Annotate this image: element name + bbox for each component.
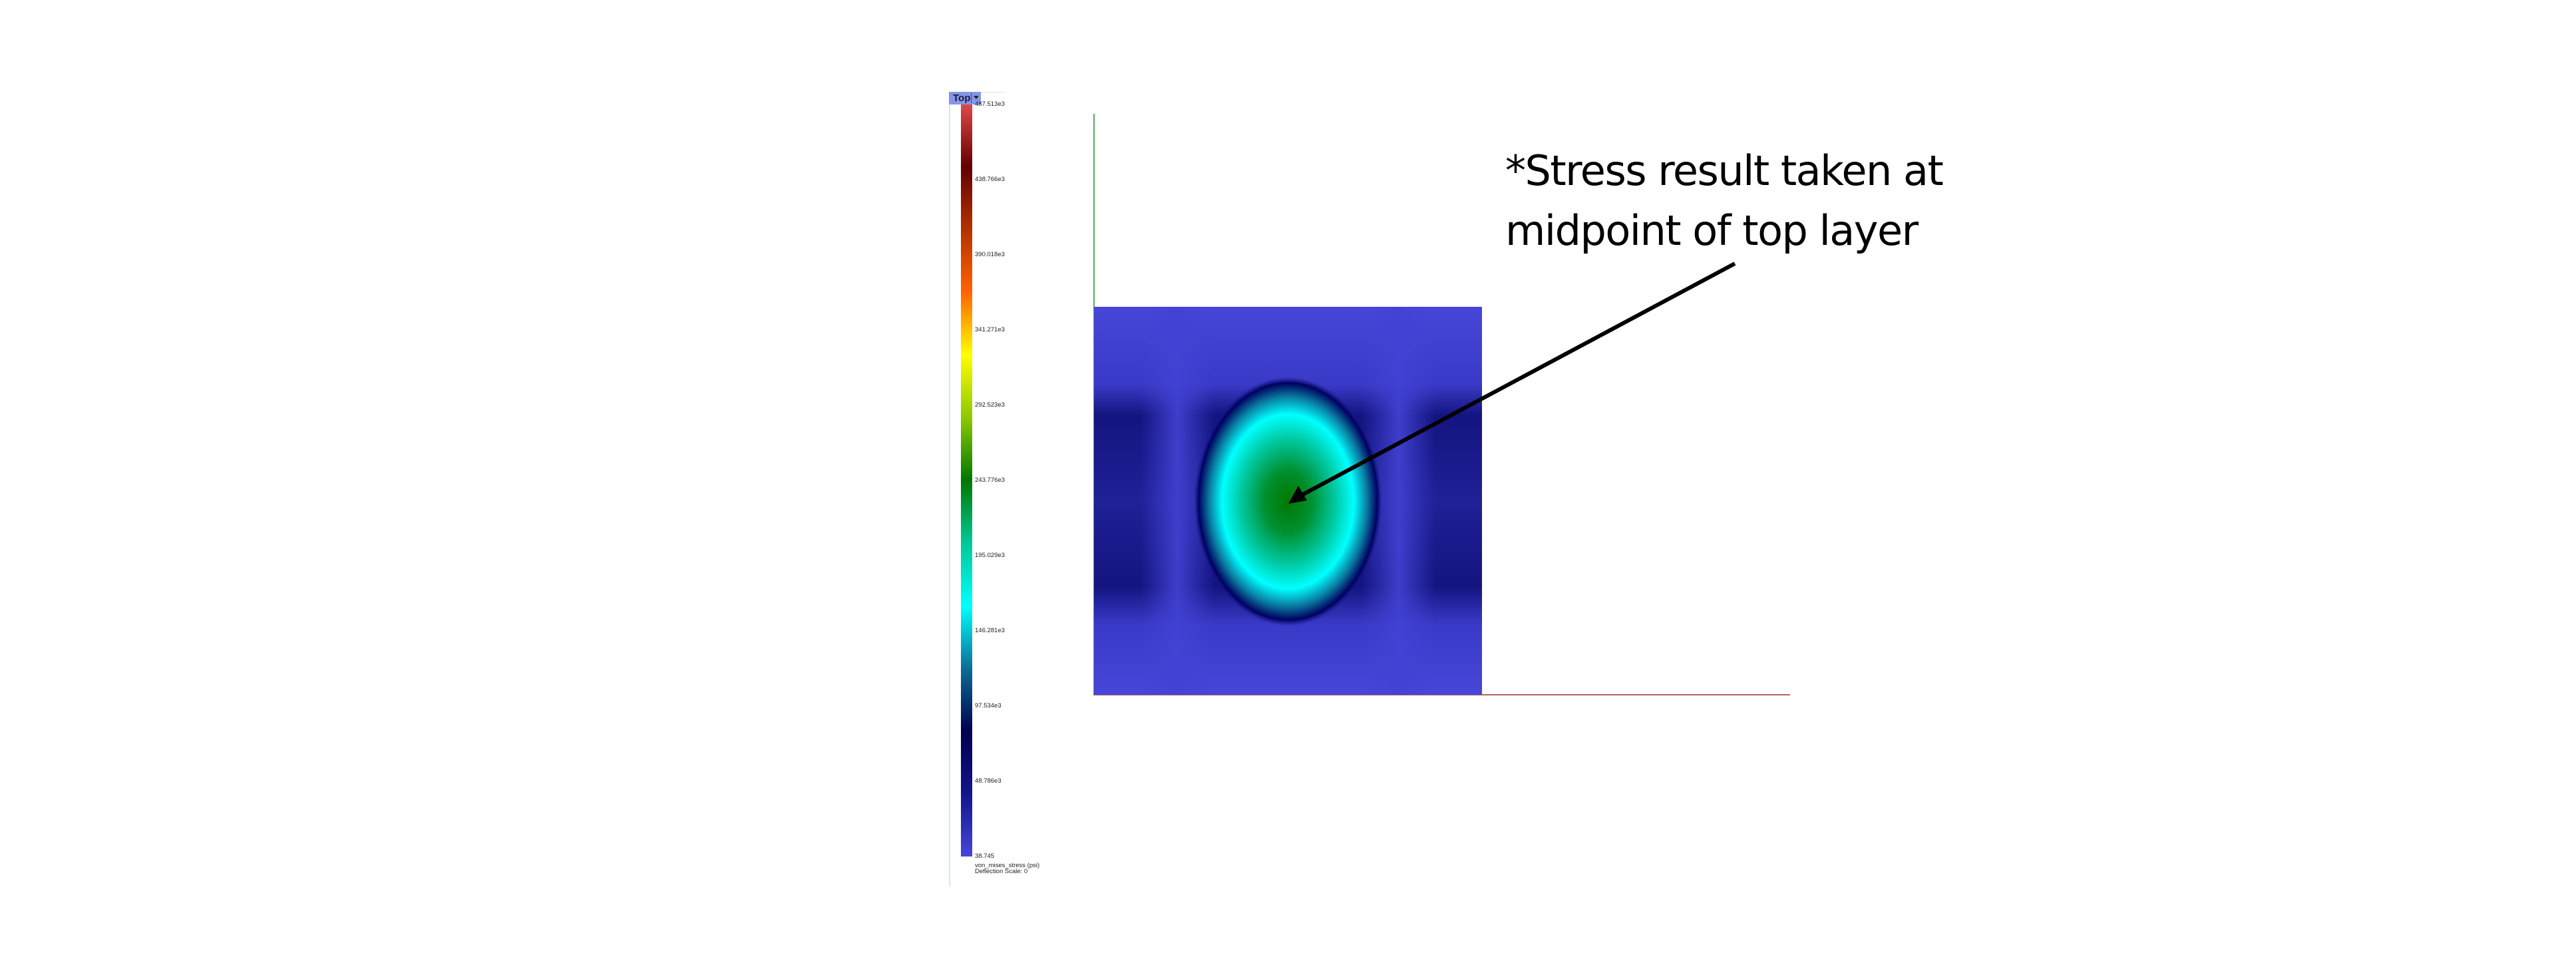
chevron-down-icon[interactable]: [974, 96, 979, 99]
legend-tick-label: 38.745: [975, 853, 995, 860]
legend-tick-label: 438.766e3: [975, 176, 1005, 183]
legend-tick-label: 243.776e3: [975, 477, 1005, 484]
legend-tick-label: 341.271e3: [975, 326, 1005, 333]
annotation-line-2: midpoint of top layer: [1505, 206, 1919, 255]
annotation-line-1: *Stress result taken at: [1505, 146, 1944, 195]
legend-tick-label: 97.534e3: [975, 702, 1002, 709]
annotation-text: *Stress result taken at midpoint of top …: [1505, 141, 1944, 261]
legend-tick-label: 195.029e3: [975, 552, 1005, 559]
legend-tick-label: 146.281e3: [975, 627, 1005, 634]
view-select-label: Top: [953, 93, 971, 104]
legend-tick-label: 292.523e3: [975, 401, 1005, 409]
legend-variable-label: von_mises_stress (psi): [975, 862, 1040, 869]
legend-tick-label: 487.513e3: [975, 100, 1005, 108]
legend-deflection-label: Deflection Scale: 0: [975, 868, 1028, 875]
legend-tick-label: 390.018e3: [975, 251, 1005, 258]
stress-contour-plot[interactable]: [1094, 307, 1482, 695]
legend-panel: [949, 92, 1006, 886]
legend-tick-label: 48.786e3: [975, 777, 1002, 785]
x-axis-line: [1094, 694, 1790, 695]
view-select-dropdown[interactable]: Top: [949, 92, 981, 104]
dropdown-separator: [971, 93, 972, 103]
color-scale-bar: [961, 104, 972, 857]
